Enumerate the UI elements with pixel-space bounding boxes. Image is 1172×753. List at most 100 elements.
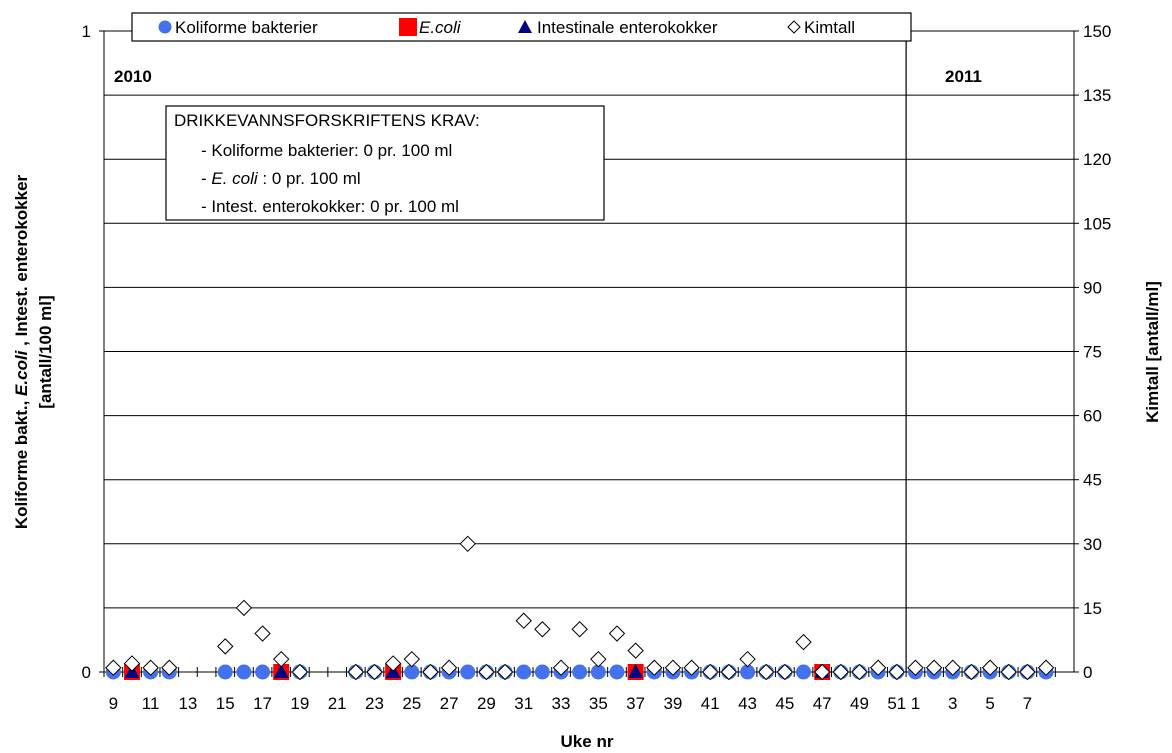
svg-text:Koliforme bakt., E.coli , Inte: Koliforme bakt., E.coli , Intest. entero…: [12, 174, 31, 529]
marker-diamond: [683, 659, 700, 676]
marker-diamond: [534, 621, 551, 638]
marker-diamond: [758, 663, 775, 681]
requirement-line: - Koliforme bakterier: 0 pr. 100 ml: [201, 141, 452, 160]
marker-diamond: [105, 659, 122, 676]
x-tick-label: 39: [663, 694, 682, 713]
marker-diamond: [851, 663, 868, 681]
marker-triangle: [628, 664, 644, 678]
x-tick-label: 13: [178, 694, 197, 713]
x-tick-label: 7: [1023, 694, 1032, 713]
marker-diamond: [291, 663, 309, 681]
marker-circle: [255, 664, 271, 680]
x-tick-label: 17: [253, 694, 272, 713]
marker-diamond: [366, 663, 383, 681]
left-tick-label: 1: [82, 22, 91, 41]
year-label-2011: 2011: [945, 67, 982, 86]
marker-diamond: [627, 642, 644, 659]
x-tick-label: 35: [589, 694, 608, 713]
x-tick-label: 21: [328, 694, 347, 713]
right-tick-label: 0: [1083, 663, 1092, 682]
marker-diamond: [273, 650, 290, 668]
requirement-line: - E. coli : 0 pr. 100 ml: [201, 169, 361, 188]
legend-label: Koliforme bakterier: [175, 18, 318, 37]
marker-diamond: [664, 659, 682, 676]
marker-diamond: [888, 663, 905, 681]
legend-marker-circle: [158, 20, 172, 34]
right-axis-title: Kimtall [antall/ml]: [1143, 281, 1162, 423]
legend-marker-triangle: [518, 20, 532, 33]
left-axis: 01: [82, 22, 104, 682]
marker-diamond: [254, 625, 271, 642]
x-tick-label: 19: [290, 694, 309, 713]
marker-diamond: [646, 659, 663, 676]
marker-circle: [609, 664, 625, 680]
marker-diamond: [720, 663, 738, 681]
requirements-box: DRIKKEVANNSFORSKRIFTENS KRAV: - Koliforme…: [165, 105, 605, 221]
marker-triangle: [273, 664, 289, 678]
legend-label: Kimtall: [804, 18, 855, 37]
marker-diamond: [702, 663, 719, 681]
marker-diamond: [963, 663, 980, 681]
marker-diamond: [907, 659, 924, 676]
marker-diamond: [1000, 663, 1017, 681]
legend-label: E.coli: [419, 18, 462, 37]
left-axis-title-part3: , Intest. enterokokker: [12, 174, 31, 350]
marker-diamond: [739, 650, 756, 668]
x-tick-label: 9: [109, 694, 118, 713]
marker-diamond: [515, 612, 532, 629]
x-axis-title: Uke nr: [561, 732, 614, 751]
right-tick-label: 135: [1083, 86, 1111, 105]
right-tick-label: 150: [1083, 22, 1111, 41]
x-tick-label: 1: [911, 694, 920, 713]
right-tick-label: 45: [1083, 471, 1102, 490]
x-tick-label: 45: [775, 694, 794, 713]
left-axis-title-part2: E.coli: [12, 349, 31, 396]
left-axis-title-part1: Koliforme bakt.,: [12, 396, 31, 529]
marker-diamond: [1037, 659, 1055, 676]
x-tick-label: 33: [552, 694, 571, 713]
right-tick-label: 120: [1083, 150, 1111, 169]
x-tick-label: 27: [440, 694, 459, 713]
marker-circle: [236, 664, 252, 680]
x-tick-label: 11: [142, 694, 160, 713]
x-tick-label: 5: [985, 694, 994, 713]
marker-diamond: [795, 633, 812, 651]
x-tick-label: 49: [850, 694, 869, 713]
x-axis: 9 11 13 15 17 19 21 23 25 27 29 31 33 35 37 39 41 43 45 47 4…: [103, 667, 1056, 713]
x-tick-label: 23: [365, 694, 384, 713]
marker-diamond: [776, 663, 794, 681]
right-tick-label: 15: [1083, 599, 1102, 618]
marker-diamond: [813, 663, 831, 681]
marker-diamond: [944, 659, 961, 676]
marker-diamond: [440, 659, 458, 676]
requirements-box-frame: [165, 105, 605, 221]
right-tick-label: 60: [1083, 407, 1102, 426]
marker-diamond: [478, 663, 495, 681]
left-axis-title: Koliforme bakt., E.coli , Intest. entero…: [12, 174, 55, 529]
right-axis: 0 15 30 45 60 75 90 105 120 135 150: [1074, 22, 1111, 682]
marker-circle: [590, 664, 606, 680]
right-tick-label: 90: [1083, 278, 1102, 297]
x-tick-label: 43: [738, 694, 757, 713]
marker-diamond: [869, 659, 887, 676]
marker-diamond: [981, 659, 999, 676]
x-tick-label: 3: [948, 694, 957, 713]
requirements-title: DRIKKEVANNSFORSKRIFTENS KRAV:: [174, 111, 480, 130]
x-tick-label: 37: [626, 694, 645, 713]
marker-circle: [516, 664, 532, 680]
year-label-2010: 2010: [114, 67, 152, 86]
left-tick-label: 0: [82, 663, 91, 682]
marker-circle: [796, 664, 812, 680]
marker-diamond: [925, 659, 943, 676]
marker-diamond: [422, 663, 439, 681]
marker-circle: [534, 664, 550, 680]
right-tick-label: 30: [1083, 535, 1102, 554]
marker-circle: [740, 664, 756, 680]
marker-diamond: [123, 655, 141, 672]
year-labels: 2010 2011: [114, 67, 982, 86]
marker-diamond: [1019, 663, 1036, 681]
marker-diamond: [552, 659, 570, 676]
marker-diamond: [384, 655, 402, 672]
marker-diamond: [832, 663, 850, 681]
